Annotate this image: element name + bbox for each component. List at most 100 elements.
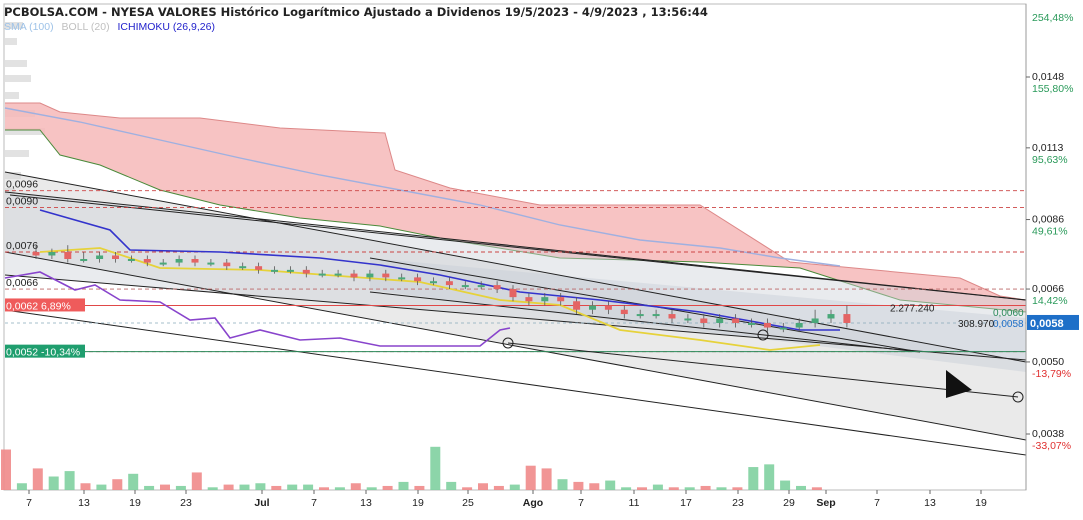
volume-bar [446, 481, 457, 490]
y-tick-pct: 14,42% [1032, 295, 1068, 307]
volume-bar [716, 487, 727, 490]
candle-down [700, 318, 708, 323]
legend-sma[interactable]: SMA (100) [4, 21, 54, 33]
trend-line [369, 291, 921, 353]
volume-bar [398, 481, 409, 490]
trend-line [9, 194, 1027, 301]
candle-up [795, 322, 803, 328]
chart-title: PCBOLSA.COM - NYESA VALORES Histórico Lo… [4, 5, 708, 19]
volume-bar [652, 484, 663, 490]
candle-up [541, 297, 549, 302]
candle-up [159, 262, 167, 265]
candle-down [732, 318, 740, 323]
candle-down [255, 266, 263, 270]
legend-boll[interactable]: BOLL (20) [61, 21, 110, 33]
candle-up [175, 259, 183, 263]
volume-bar [637, 487, 647, 490]
ichimoku-span-a [5, 102, 1027, 301]
volume-bar [780, 480, 791, 490]
volume-bar [382, 485, 393, 490]
y-tick-pct: 95,63% [1032, 154, 1068, 166]
volume-profile-bar [5, 22, 23, 29]
candle-down [191, 259, 199, 263]
volume-bar [175, 485, 186, 490]
volume-bar [160, 484, 170, 490]
volume-bar [478, 483, 488, 490]
volume-bar [350, 483, 361, 490]
projection-line [507, 342, 1019, 398]
volume-bar [32, 468, 43, 490]
volume-bar [287, 484, 298, 490]
chart-legend: SMA (100) BOLL (20) ICHIMOKU (26,9,26) [4, 21, 220, 33]
ichimoku-cloud [5, 103, 1026, 312]
candle-down [525, 297, 533, 302]
trend-line [4, 171, 1027, 363]
x-tick-label: Jul [254, 497, 269, 509]
volume-bar [700, 485, 711, 490]
candle-down [112, 255, 119, 260]
x-tick-label: 29 [783, 497, 795, 509]
volume-bar [764, 464, 775, 490]
x-tick-label: 17 [680, 497, 692, 509]
x-tick-label: 13 [360, 497, 372, 509]
volume-bar [605, 480, 616, 490]
candle-down [763, 322, 771, 328]
volume-bar [414, 485, 425, 490]
y-tick-label: 0,0148 [1032, 71, 1064, 83]
candle-up [811, 318, 819, 323]
box-label: 0,0058 [993, 319, 1024, 330]
candle-up [430, 281, 437, 284]
level-label: 0,0090 [6, 196, 38, 208]
volume-bar [732, 487, 743, 490]
ichimoku-tenkan [39, 247, 821, 351]
candle-up [652, 314, 660, 317]
box-label: 0,0060 [993, 308, 1024, 319]
ichimoku-chikou [4, 271, 511, 347]
x-tick-label: Ago [523, 497, 543, 509]
legend-ichimoku[interactable]: ICHIMOKU (26,9,26) [117, 21, 215, 33]
x-tick-label: 7 [874, 497, 880, 509]
x-tick-label: 7 [311, 497, 317, 509]
y-tick-label: 0,0086 [1032, 214, 1064, 226]
x-tick-label: 7 [26, 497, 32, 509]
candle-down [32, 251, 40, 256]
volume-bar [223, 484, 234, 490]
volume-profile-bar [5, 75, 31, 82]
candle-down [843, 314, 851, 323]
candle-down [620, 309, 628, 315]
volume-bar [811, 487, 822, 490]
candle-up [207, 262, 215, 265]
y-tick-label: 0,0113 [1032, 142, 1063, 154]
trend-line [4, 309, 1027, 456]
volume-bar [525, 465, 536, 490]
ichimoku-span-b [5, 129, 1027, 313]
candle-up [96, 255, 104, 260]
candle-down [414, 277, 422, 282]
candle-down [668, 314, 676, 319]
volume-profile-bar [5, 38, 17, 45]
volume-bar [128, 473, 139, 490]
candle-up [398, 277, 406, 280]
projection-mid [757, 329, 769, 341]
x-tick-label: Sep [816, 497, 835, 509]
volume-bar [621, 487, 632, 490]
x-tick-label: 23 [732, 497, 744, 509]
level-label: 0,0062 6,89% [6, 300, 71, 312]
level-label: 0,0066 [6, 277, 38, 289]
volume-bar [271, 485, 282, 490]
volume-bar [303, 484, 314, 490]
y-tick-label: 0,0050 [1032, 356, 1064, 368]
candle-up [636, 314, 644, 317]
projection-end [1012, 391, 1024, 403]
candle-up [334, 273, 342, 276]
candle-up [366, 273, 374, 278]
candle-up [684, 318, 692, 321]
volume-bar [255, 483, 266, 490]
volume-bar [64, 471, 75, 490]
candle-up [239, 266, 247, 269]
volume-bar [430, 446, 441, 490]
x-tick-label: 19 [975, 497, 987, 509]
level-label: 0,0076 [6, 240, 38, 252]
candle-up [48, 251, 56, 256]
candle-down [223, 262, 231, 267]
